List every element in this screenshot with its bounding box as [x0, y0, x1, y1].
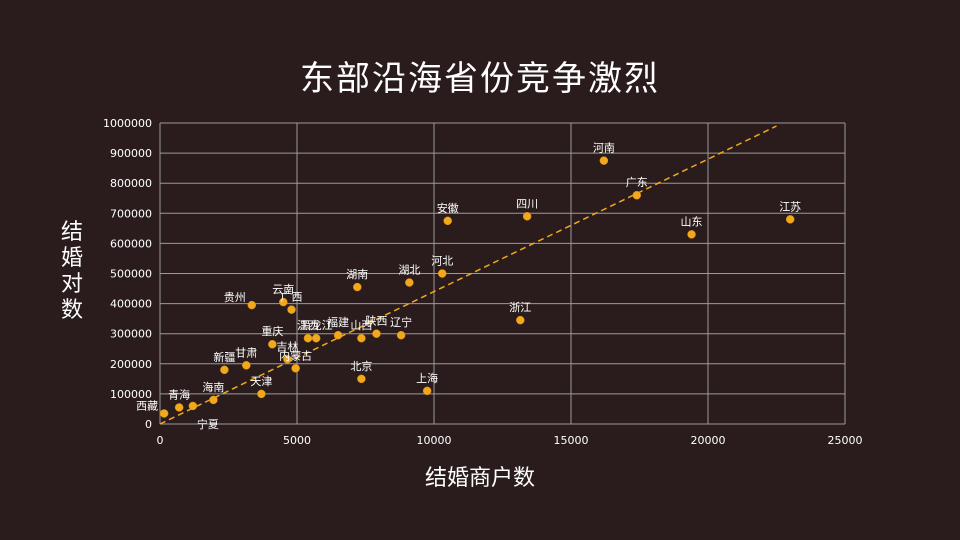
- data-point: [220, 365, 229, 375]
- point-label: 浙江: [509, 301, 531, 314]
- data-point: [242, 361, 251, 370]
- data-point: [443, 216, 452, 226]
- y-tick-label: 0: [145, 418, 152, 431]
- data-point: [303, 333, 313, 343]
- data-point: [287, 305, 296, 314]
- grid: [159, 122, 846, 425]
- data-point: [279, 297, 288, 307]
- y-tick-label: 300000: [110, 328, 152, 341]
- point-label: 黑龙江: [300, 319, 333, 332]
- point-label: 辽宁: [390, 315, 412, 329]
- chart-title: 东部沿海省份竞争激烈: [300, 59, 660, 99]
- point-label: 云南: [272, 283, 294, 296]
- point-label: 河南: [593, 142, 615, 155]
- point-label: 安徽: [437, 201, 459, 215]
- point-label: 广东: [626, 176, 648, 189]
- x-tick-label: 15000: [554, 434, 589, 447]
- point-label: 河北: [431, 255, 453, 268]
- y-tick-label: 600000: [110, 237, 152, 250]
- data-point: [357, 374, 366, 384]
- point-label: 甘肃: [235, 346, 257, 359]
- point-label: 贵州: [224, 291, 246, 304]
- x-tick-label: 5000: [283, 434, 311, 447]
- data-point: [437, 269, 447, 278]
- data-points: [159, 156, 795, 418]
- y-tick-label: 1000000: [103, 117, 152, 130]
- x-tick-label: 20000: [691, 434, 726, 447]
- data-point: [188, 401, 198, 411]
- y-tick-label: 800000: [110, 177, 152, 190]
- x-tick-label: 10000: [417, 434, 452, 447]
- point-label: 四川: [516, 197, 538, 210]
- data-point: [333, 330, 343, 340]
- point-label: 海南: [202, 380, 224, 394]
- point-label: 西藏: [136, 399, 158, 412]
- data-point: [599, 156, 609, 165]
- data-point: [311, 333, 321, 343]
- point-label: 福建: [327, 315, 349, 329]
- data-point: [422, 386, 432, 396]
- point-label: 天津: [250, 375, 272, 388]
- y-tick-label: 500000: [110, 268, 152, 281]
- point-label: 江苏: [779, 200, 801, 213]
- point-label: 广西: [281, 291, 303, 304]
- y-tick-label: 900000: [110, 147, 152, 160]
- y-axis-ticks: 0 100000 200000 300000 400000 500000 600000 700…: [103, 117, 152, 431]
- data-point: [283, 355, 292, 364]
- y-tick-label: 100000: [110, 388, 152, 401]
- point-label: 上海: [416, 371, 438, 385]
- point-label: 山西: [350, 319, 372, 332]
- data-point: [396, 330, 406, 340]
- point-label: 湖南: [346, 268, 368, 281]
- data-point: [405, 278, 414, 287]
- point-label: 重庆: [261, 324, 283, 338]
- point-label: 新疆: [213, 350, 235, 364]
- data-point: [372, 329, 381, 338]
- trendline: [159, 125, 777, 425]
- point-label: 江西: [297, 319, 319, 332]
- trendline-group: [159, 125, 777, 425]
- x-axis-title: 结婚商户数: [425, 466, 535, 491]
- y-tick-label: 700000: [110, 207, 152, 220]
- point-label: 陕西: [365, 314, 387, 328]
- point-label: 北京: [350, 359, 372, 373]
- data-point: [257, 389, 266, 399]
- x-tick-label: 25000: [828, 434, 863, 447]
- data-point: [785, 215, 795, 224]
- x-axis-ticks: 0 5000 10000 15000 20000 25000: [157, 434, 863, 447]
- point-label: 青海: [168, 387, 190, 401]
- point-label: 宁夏: [197, 417, 219, 431]
- data-point: [247, 300, 257, 310]
- data-point: [516, 315, 525, 325]
- point-label: 湖北: [398, 264, 420, 277]
- data-point: [687, 230, 696, 239]
- data-point: [209, 395, 218, 405]
- data-point: [174, 403, 184, 412]
- data-point: [357, 333, 366, 343]
- data-point: [268, 339, 277, 349]
- data-point: [522, 212, 532, 221]
- data-point: [632, 190, 642, 200]
- point-label: 吉林: [276, 339, 298, 353]
- point-label: 内蒙古: [279, 348, 312, 362]
- data-point: [291, 364, 300, 373]
- point-label: 山东: [681, 215, 703, 228]
- data-point: [159, 409, 169, 418]
- y-tick-label: 200000: [110, 358, 152, 371]
- y-tick-label: 400000: [110, 298, 152, 311]
- data-point: [353, 282, 362, 292]
- y-axis-title: 结婚对数: [61, 220, 83, 323]
- x-tick-label: 0: [157, 434, 164, 447]
